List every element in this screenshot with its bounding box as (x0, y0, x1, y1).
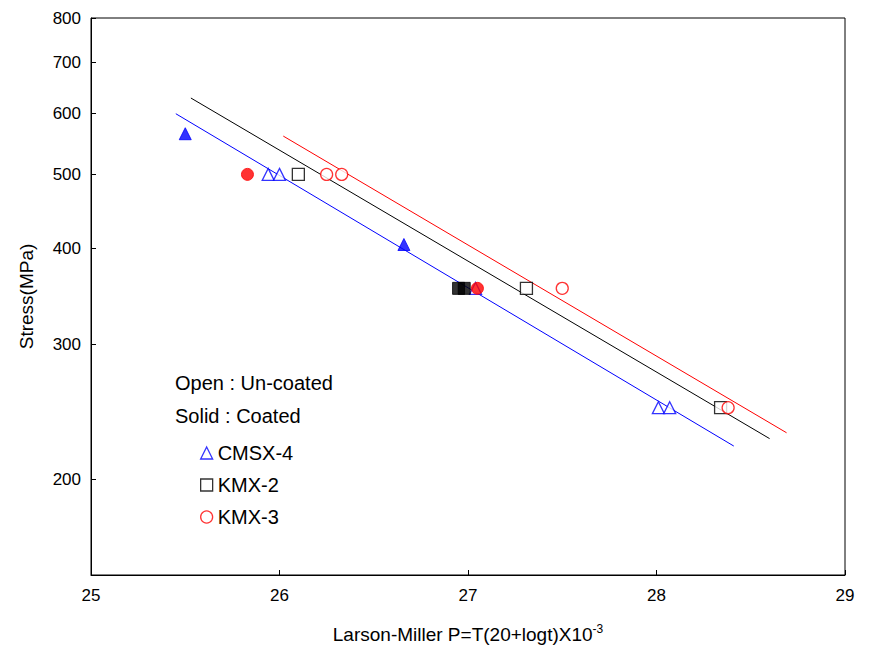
svg-text:600: 600 (53, 104, 81, 123)
svg-text:-3: -3 (593, 622, 604, 636)
svg-text:200: 200 (53, 470, 81, 489)
svg-text:400: 400 (53, 239, 81, 258)
svg-text:Solid : Coated: Solid : Coated (175, 405, 301, 427)
svg-text:500: 500 (53, 165, 81, 184)
svg-text:Open : Un-coated: Open : Un-coated (175, 372, 333, 394)
svg-text:CMSX-4: CMSX-4 (218, 442, 294, 464)
svg-text:Stress(MPa): Stress(MPa) (16, 244, 37, 350)
svg-text:800: 800 (53, 9, 81, 28)
svg-text:KMX-2: KMX-2 (218, 474, 279, 496)
svg-text:29: 29 (836, 586, 855, 605)
svg-text:28: 28 (647, 586, 666, 605)
svg-text:25: 25 (82, 586, 101, 605)
svg-text:KMX-3: KMX-3 (218, 506, 279, 528)
svg-text:300: 300 (53, 335, 81, 354)
svg-text:27: 27 (459, 586, 478, 605)
svg-text:26: 26 (270, 586, 289, 605)
svg-text:700: 700 (53, 53, 81, 72)
svg-text:Larson-Miller P=T(20+logt)X10: Larson-Miller P=T(20+logt)X10 (333, 624, 593, 645)
